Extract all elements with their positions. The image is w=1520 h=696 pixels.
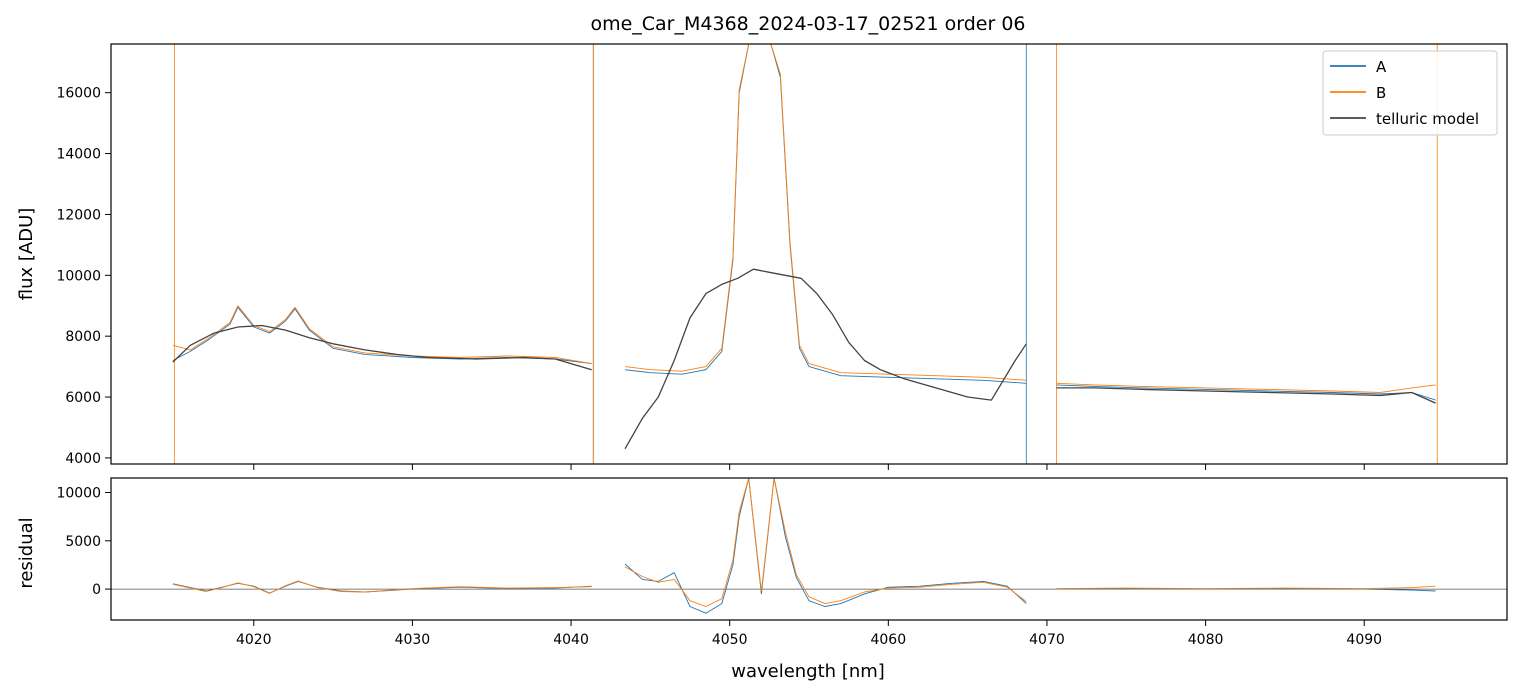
residual-lines xyxy=(172,478,1436,614)
legend-label-telluric: telluric model xyxy=(1376,110,1479,128)
series-line-telluric-model xyxy=(1056,387,1436,404)
x-tick-label: 4090 xyxy=(1346,632,1382,648)
y-tick-label: 4000 xyxy=(65,451,101,467)
series-line-b xyxy=(1056,382,1436,393)
series-line-a xyxy=(1056,588,1436,592)
x-tick-label: 4040 xyxy=(553,632,589,648)
series-line-b xyxy=(172,305,592,365)
residual-plot-area xyxy=(111,478,1507,620)
flux-plot-area xyxy=(111,44,1507,464)
residual-y-label: residual xyxy=(16,517,37,588)
x-tick-label: 4080 xyxy=(1188,632,1224,648)
chart-title: ome_Car_M4368_2024-03-17_02521 order 06 xyxy=(590,13,1025,35)
series-line-a xyxy=(624,44,1027,384)
legend-label-b: B xyxy=(1376,84,1386,102)
legend: A B telluric model xyxy=(1322,50,1498,136)
y-tick-label: 6000 xyxy=(65,390,101,406)
residual-plot-frame xyxy=(110,477,1508,621)
y-tick-label: 0 xyxy=(92,582,101,598)
flux-y-label: flux [ADU] xyxy=(16,208,37,301)
flux-panel: 4000 6000 8000 10000 12000 14000 16000 flux [A… xyxy=(16,43,1508,470)
series-line-telluric-model xyxy=(172,324,592,371)
x-axis-label: wavelength [nm] xyxy=(731,661,885,682)
y-tick-label: 16000 xyxy=(56,86,101,102)
x-tick-label: 4060 xyxy=(870,632,906,648)
y-tick-label: 10000 xyxy=(56,485,101,501)
flux-x-ticks xyxy=(253,464,1365,470)
residual-x-ticks: 4020 4030 4040 4050 4060 4070 4080 4090 xyxy=(236,620,1382,648)
y-tick-label: 14000 xyxy=(56,147,101,163)
y-tick-label: 12000 xyxy=(56,207,101,223)
flux-plot-frame xyxy=(110,43,1508,465)
series-line-b xyxy=(172,580,592,594)
x-tick-label: 4030 xyxy=(395,632,431,648)
y-tick-label: 10000 xyxy=(56,268,101,284)
series-line-a xyxy=(624,478,1027,614)
residual-y-ticks: 0 5000 10000 xyxy=(56,485,111,598)
flux-y-ticks: 4000 6000 8000 10000 12000 14000 16000 xyxy=(56,86,111,467)
flux-lines xyxy=(172,44,1438,464)
x-tick-label: 4020 xyxy=(236,632,272,648)
x-tick-label: 4050 xyxy=(712,632,748,648)
y-tick-label: 5000 xyxy=(65,534,101,550)
series-line-telluric-model xyxy=(624,268,1027,450)
legend-label-a: A xyxy=(1376,58,1387,76)
y-tick-label: 8000 xyxy=(65,329,101,345)
legend-box xyxy=(1322,50,1498,136)
x-tick-label: 4070 xyxy=(1029,632,1065,648)
series-line-b xyxy=(1056,585,1436,590)
series-line-b xyxy=(624,478,1027,607)
series-line-b xyxy=(624,44,1027,381)
